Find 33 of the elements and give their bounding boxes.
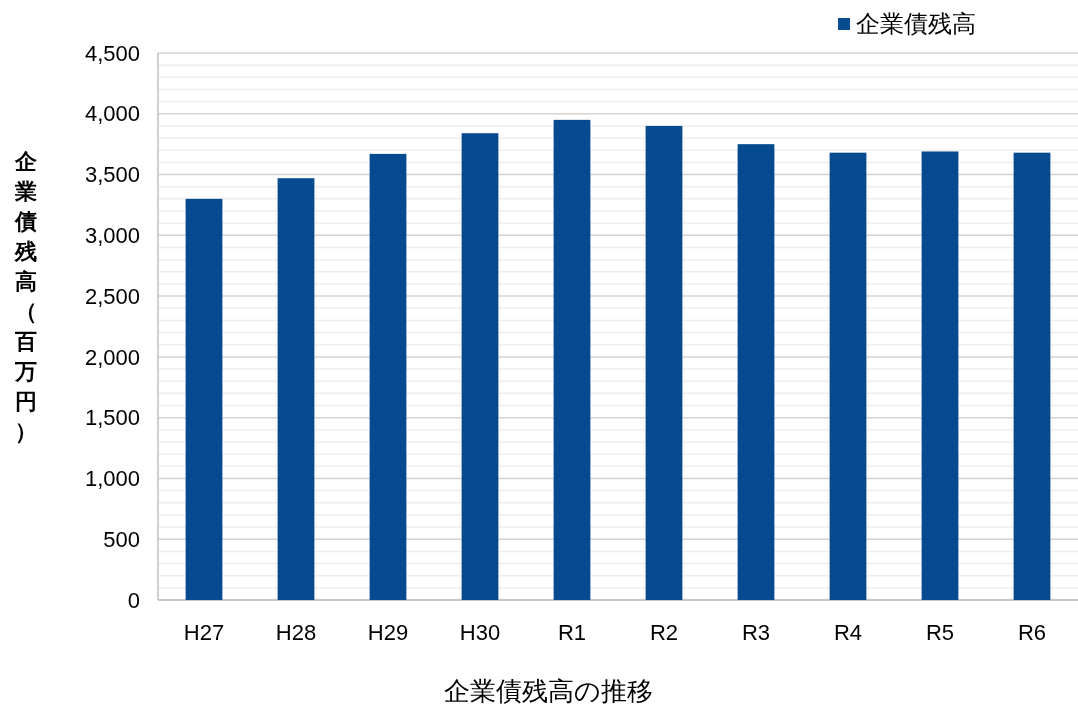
x-tick-label: H27 xyxy=(183,620,225,645)
bar xyxy=(369,153,407,600)
legend-label: 企業債残高 xyxy=(856,10,976,38)
bar xyxy=(277,178,315,600)
x-tick-label: H28 xyxy=(275,620,317,645)
x-tick-label: R2 xyxy=(649,620,679,645)
y-tick-label: 2,500 xyxy=(84,283,140,309)
x-axis-title: 企業債残高の推移 xyxy=(443,676,653,706)
y-tick-label: 3,000 xyxy=(84,223,140,249)
text: 企業債残高（百万円） xyxy=(15,149,37,445)
bar xyxy=(1013,152,1051,600)
x-tick-label: H29 xyxy=(367,620,409,645)
y-tick-label: 500 xyxy=(103,526,140,552)
bar xyxy=(829,152,867,600)
y-tick-label: 0 xyxy=(127,587,140,613)
y-tick-label: 1,500 xyxy=(84,405,140,431)
x-tick-label: R6 xyxy=(1017,620,1047,645)
bar xyxy=(185,198,223,600)
y-tick-label: 2,000 xyxy=(84,344,140,370)
bar xyxy=(461,133,499,600)
y-tick-label: 1,000 xyxy=(84,466,140,492)
x-tick-label: R4 xyxy=(833,620,863,645)
bar xyxy=(737,144,775,600)
bar xyxy=(553,119,591,600)
x-tick-label: R5 xyxy=(925,620,955,645)
y-tick-label: 3,500 xyxy=(84,162,140,188)
y-tick-label: 4,000 xyxy=(84,101,140,127)
bar xyxy=(645,125,683,600)
bar xyxy=(921,151,959,600)
x-tick-label: R3 xyxy=(741,620,771,645)
x-tick-label: H30 xyxy=(459,620,501,645)
x-tick-label: R1 xyxy=(557,620,587,645)
y-tick-label: 4,500 xyxy=(84,40,140,66)
